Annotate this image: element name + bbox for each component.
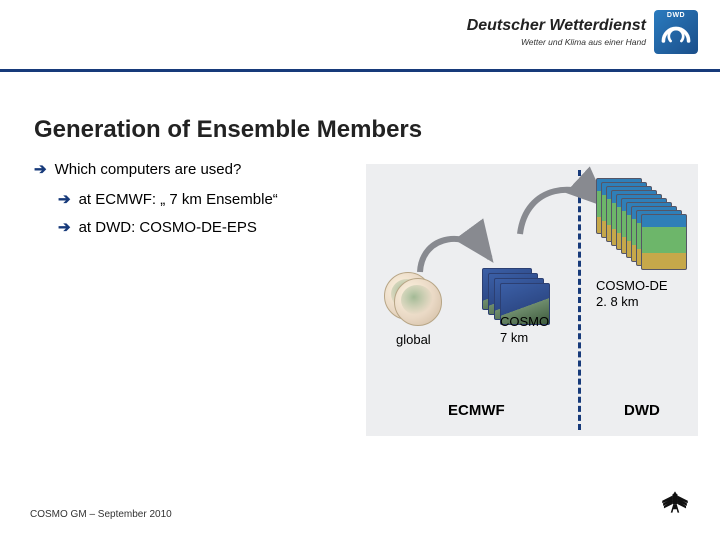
bullet-list: ➔ Which computers are used? ➔ at ECMWF: …: [34, 160, 278, 246]
header: Deutscher Wetterdienst Wetter und Klima …: [0, 0, 720, 72]
brand-line2: Wetter und Klima aus einer Hand: [467, 37, 646, 47]
dwd-logo-text: DWD: [654, 12, 698, 19]
cosmode-label: COSMO-DE 2. 8 km: [596, 278, 668, 311]
cosmode-label-l2: 2. 8 km: [596, 294, 639, 309]
globe-icon: [394, 278, 442, 326]
footer-text: COSMO GM – September 2010: [30, 509, 172, 520]
bullet-item-1: ➔ at DWD: COSMO-DE-EPS: [58, 218, 278, 236]
bullet-text: at ECMWF: „ 7 km Ensemble“: [79, 191, 278, 208]
eagle-icon: [658, 488, 692, 526]
diagram-panel: global COSMO 7 km COSMO-DE 2. 8 km: [366, 164, 698, 436]
cosmode-label-l1: COSMO-DE: [596, 278, 668, 293]
bullet-item-0: ➔ at ECMWF: „ 7 km Ensemble“: [58, 190, 278, 208]
cosmode-stack: [596, 178, 692, 270]
brand: Deutscher Wetterdienst Wetter und Klima …: [467, 10, 698, 54]
bullet-q: ➔ Which computers are used?: [34, 160, 278, 178]
org-ecmwf-label: ECMWF: [448, 402, 505, 419]
bullet-text: Which computers are used?: [55, 161, 242, 178]
arrow-icon: ➔: [58, 190, 71, 208]
globe-stack: [384, 272, 448, 330]
arrow-icon: ➔: [34, 160, 47, 178]
cosmo7-label-l1: COSMO: [500, 314, 549, 329]
arrow-icon: ➔: [58, 218, 71, 236]
slide-title: Generation of Ensemble Members: [34, 116, 422, 144]
map-tile-icon: [641, 214, 687, 270]
globe-label: global: [396, 332, 431, 347]
cosmo7-label: COSMO 7 km: [500, 314, 549, 345]
cosmo7-label-l2: 7 km: [500, 330, 528, 345]
org-dwd-label: DWD: [624, 402, 660, 419]
brand-line1: Deutscher Wetterdienst: [467, 17, 646, 35]
bullet-text: at DWD: COSMO-DE-EPS: [79, 219, 257, 236]
dwd-logo-icon: DWD: [654, 10, 698, 54]
